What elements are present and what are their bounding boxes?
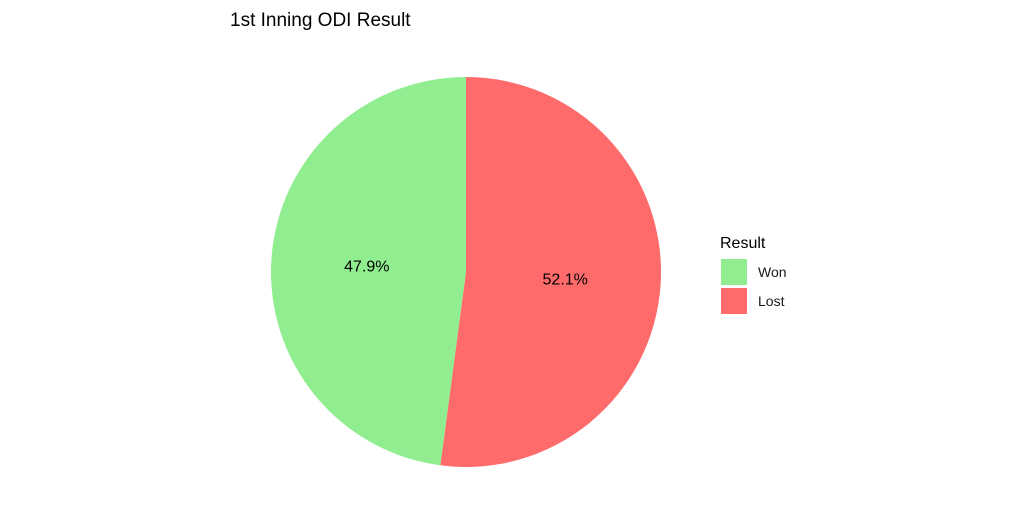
legend-label-won: Won: [758, 264, 787, 280]
pie-slice-lost: [440, 77, 661, 467]
pie-slices: [271, 77, 661, 467]
slice-label-lost: 52.1%: [543, 272, 588, 289]
legend-key-lost: [721, 288, 747, 314]
legend-key-won: [721, 259, 747, 285]
slice-label-won: 47.9%: [344, 258, 389, 275]
legend-label-lost: Lost: [758, 293, 785, 309]
pie-slice-labels: 52.1% 47.9%: [344, 258, 588, 288]
legend-title: Result: [720, 235, 766, 252]
chart-title: 1st Inning ODI Result: [230, 10, 411, 31]
pie-slice-won: [271, 77, 466, 466]
legend: Result Won Lost: [720, 235, 787, 314]
legend-entries: Won Lost: [721, 259, 787, 314]
